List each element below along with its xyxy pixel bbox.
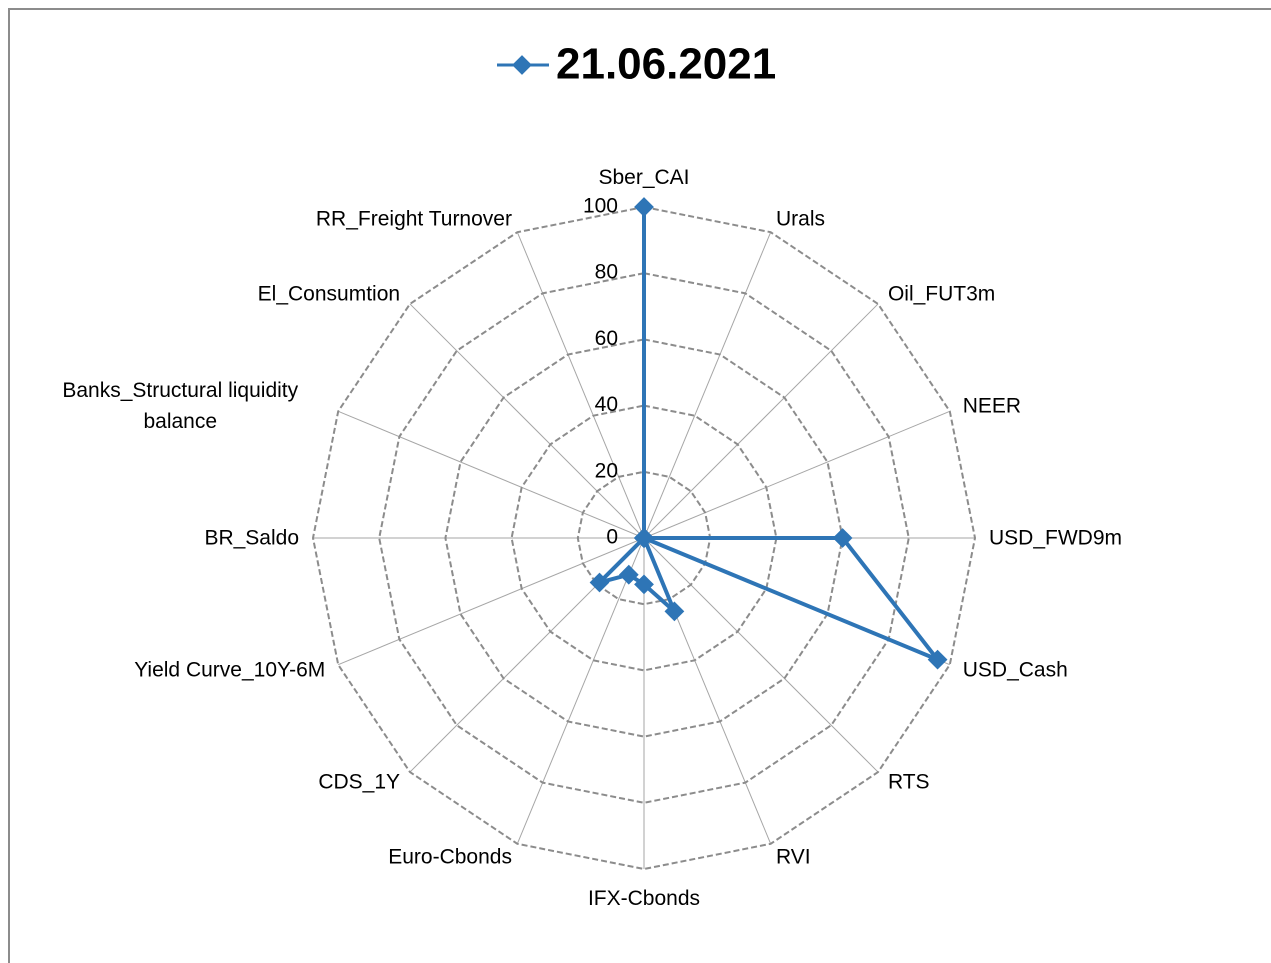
- category-label: Yield Curve_10Y-6M: [134, 658, 326, 682]
- tick-label: 80: [595, 261, 618, 284]
- category-label: Urals: [776, 207, 826, 231]
- data-point: [634, 528, 654, 548]
- category-label: Sber_CAI: [598, 166, 690, 189]
- category-label: IFX-Cbonds: [587, 887, 701, 910]
- tick-label: 60: [595, 327, 618, 350]
- category-label: USD_FWD9m: [989, 526, 1123, 550]
- spoke: [643, 232, 772, 539]
- data-point: [589, 572, 610, 593]
- data-point: [664, 601, 685, 622]
- category-label: NEER: [962, 394, 1022, 418]
- grid-line: [378, 272, 910, 804]
- spoke: [643, 537, 879, 773]
- category-label: Euro-Cbonds: [388, 845, 512, 869]
- tick-label: 40: [595, 393, 618, 416]
- spoke: [338, 410, 645, 539]
- data-point: [832, 528, 853, 548]
- category-label: RVI: [776, 845, 811, 869]
- data-point: [927, 649, 948, 670]
- data-point: [618, 564, 639, 585]
- chart-frame: [8, 8, 1271, 963]
- spoke: [409, 303, 645, 539]
- tick-label: 20: [595, 459, 618, 482]
- category-label: RTS: [887, 770, 930, 794]
- spoke: [643, 303, 879, 539]
- spoke: [516, 537, 645, 844]
- category-label: Banks_Structural liquidity balance: [62, 378, 299, 433]
- tick-label: 0: [606, 526, 618, 549]
- category-label: USD_Cash: [962, 658, 1068, 682]
- category-label: BR_Saldo: [204, 526, 299, 550]
- grid-line: [311, 205, 977, 871]
- grid-line: [576, 470, 712, 606]
- spoke: [516, 232, 645, 539]
- category-label: RR_Freight Turnover: [315, 207, 512, 231]
- tick-label: 100: [583, 195, 618, 218]
- category-label: El_Consumtion: [257, 282, 401, 306]
- legend-label: 21.06.2021: [556, 40, 776, 89]
- spoke: [643, 410, 950, 539]
- category-label: CDS_1Y: [318, 770, 401, 794]
- legend-marker: [512, 55, 532, 75]
- spoke: [338, 537, 645, 666]
- category-label: Oil_FUT3m: [887, 282, 996, 306]
- data-point: [634, 197, 654, 217]
- data-point: [634, 574, 654, 595]
- grid-line: [510, 404, 778, 672]
